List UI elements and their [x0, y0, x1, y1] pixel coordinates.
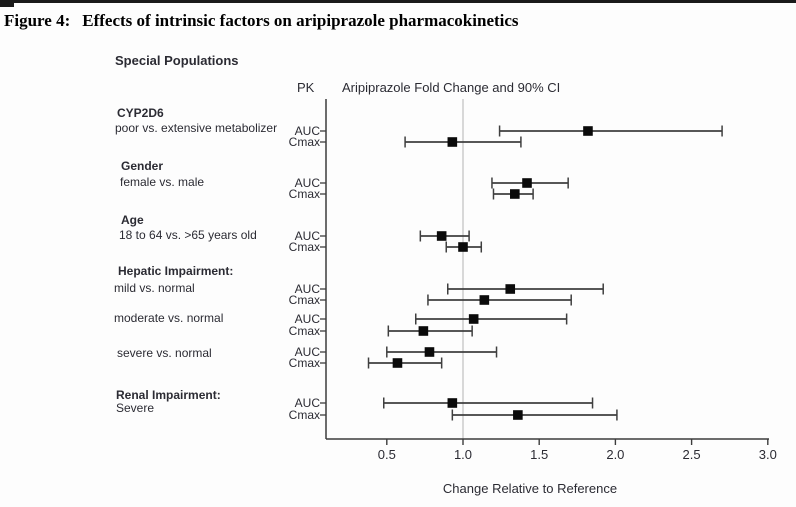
- point-marker: [458, 242, 468, 252]
- pk-row-label: Cmax: [288, 187, 320, 201]
- group-comparison: mild vs. normal: [114, 281, 195, 295]
- x-tick-label: 3.0: [758, 447, 777, 462]
- pk-row-label: AUC: [294, 176, 320, 190]
- pk-row-label: Cmax: [288, 356, 320, 370]
- section-title: Special Populations: [115, 53, 239, 68]
- pk-row-label: AUC: [294, 396, 320, 410]
- pk-row-label: Cmax: [288, 240, 320, 254]
- point-marker: [522, 178, 532, 188]
- pk-row-label: AUC: [294, 345, 320, 359]
- group-comparison: 18 to 64 vs. >65 years old: [119, 228, 257, 242]
- ci-column-header: Aripiprazole Fold Change and 90% CI: [342, 80, 561, 95]
- figure-title: Figure 4: Effects of intrinsic factors on…: [4, 11, 519, 31]
- pk-row-label: AUC: [294, 124, 320, 138]
- point-marker: [447, 398, 458, 408]
- group-comparison: female vs. male: [120, 175, 205, 189]
- point-marker: [510, 189, 520, 199]
- point-marker: [424, 347, 435, 357]
- pk-column-header: PK: [297, 80, 315, 95]
- group-header: Renal Impairment:: [116, 388, 221, 402]
- x-tick-label: 2.0: [606, 447, 625, 462]
- pk-row-label: Cmax: [288, 408, 320, 422]
- group-comparison: poor vs. extensive metabolizer: [115, 121, 278, 135]
- pk-row-label: Cmax: [288, 135, 320, 149]
- point-marker: [447, 137, 458, 147]
- x-tick-label: 1.5: [530, 447, 549, 462]
- group-header: Age: [121, 213, 144, 227]
- scan-artifact-corner: [0, 0, 14, 7]
- pk-row-label: AUC: [294, 282, 320, 296]
- x-tick-label: 1.0: [453, 447, 473, 462]
- group-header: Hepatic Impairment:: [118, 264, 234, 278]
- x-tick-label: 0.5: [377, 447, 396, 462]
- point-marker: [436, 231, 447, 241]
- point-marker: [479, 295, 490, 305]
- group-header: Gender: [121, 159, 164, 173]
- pk-row-label: Cmax: [288, 324, 320, 338]
- point-marker: [468, 314, 479, 324]
- group-comparison: Severe: [116, 401, 155, 415]
- point-marker: [513, 410, 523, 420]
- point-marker: [583, 126, 593, 136]
- x-axis-title: Change Relative to Reference: [442, 481, 618, 496]
- group-comparison: severe vs. normal: [117, 346, 212, 360]
- point-marker: [392, 358, 403, 368]
- scan-artifact-top: [0, 0, 796, 3]
- point-marker: [418, 326, 429, 336]
- group-header: CYP2D6: [117, 106, 164, 120]
- pk-row-label: Cmax: [288, 293, 320, 307]
- group-comparison: moderate vs. normal: [114, 311, 224, 325]
- pk-row-label: AUC: [294, 312, 320, 326]
- x-tick-label: 2.5: [682, 447, 701, 462]
- figure-label: Figure 4:: [4, 11, 71, 30]
- figure-title-text: Effects of intrinsic factors on aripipra…: [82, 11, 519, 30]
- pk-row-label: AUC: [294, 229, 320, 243]
- point-marker: [505, 284, 516, 294]
